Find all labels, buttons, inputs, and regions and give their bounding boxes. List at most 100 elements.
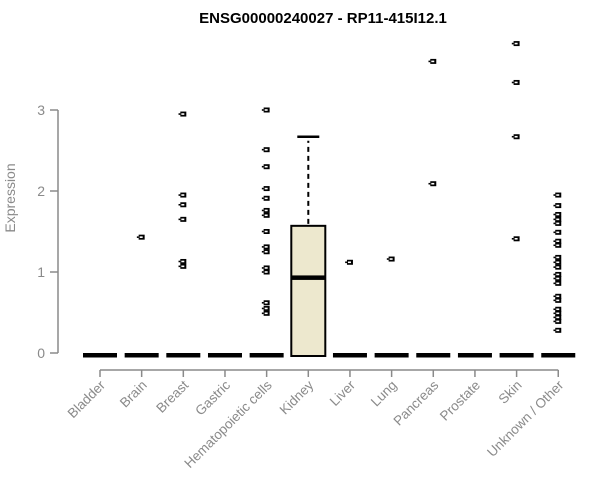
data-point-tick [178, 218, 181, 221]
data-point-slot [264, 230, 268, 233]
data-point-slot [264, 214, 268, 217]
x-tick-label: Liver [327, 377, 359, 409]
data-point-slot [181, 194, 185, 196]
data-point-tick [553, 312, 556, 315]
data-point-tick [553, 299, 556, 302]
data-point-slot [556, 240, 560, 243]
data-point-tick [428, 182, 431, 185]
data-point-slot [181, 218, 185, 221]
data-point-slot [556, 308, 560, 311]
x-tick-label: Unknown / Other [484, 377, 567, 460]
data-point-tick [553, 329, 556, 332]
data-point-tick [553, 218, 556, 221]
boxplot-median-collapsed [83, 353, 117, 358]
y-tick-label: 1 [37, 264, 45, 280]
data-point-tick [553, 204, 556, 207]
boxplot-median-collapsed [457, 353, 492, 358]
data-point-tick [511, 81, 514, 84]
data-point-slot [556, 266, 560, 268]
data-point-slot [556, 244, 560, 247]
data-point-tick [261, 307, 264, 310]
data-point-tick [428, 60, 431, 63]
data-point-slot [347, 261, 351, 264]
boxplot-median-collapsed [166, 353, 201, 358]
data-point-slot [556, 277, 560, 280]
data-point-tick [553, 261, 556, 264]
data-point-slot [556, 312, 560, 315]
data-point-tick [553, 316, 556, 319]
boxplot-median-collapsed [249, 353, 284, 358]
data-point-tick [553, 320, 556, 323]
data-point-slot [556, 261, 560, 264]
data-point-tick [261, 230, 264, 233]
boxplot-median-collapsed [374, 353, 409, 358]
data-point-tick [178, 260, 181, 263]
data-point-slot [514, 237, 518, 240]
x-tick-label: Bladder [65, 377, 109, 421]
data-point-tick [261, 246, 264, 248]
data-point-tick [178, 265, 181, 268]
data-point-slot [264, 267, 268, 269]
data-point-tick [553, 222, 556, 225]
data-point-tick [261, 267, 264, 269]
boxplot-median-collapsed [332, 353, 367, 358]
boxplot-median-collapsed [541, 353, 576, 358]
data-point-slot [556, 320, 560, 323]
data-point-slot [264, 307, 268, 310]
data-point-tick [511, 135, 514, 138]
data-point-tick [178, 194, 181, 196]
data-point-slot [181, 113, 185, 115]
data-point-tick [261, 187, 264, 190]
boxplot-median-collapsed [499, 353, 534, 358]
boxplot-median-collapsed [124, 353, 159, 358]
data-point-slot [139, 236, 143, 238]
data-point-slot [556, 316, 560, 319]
x-tick-label: Pancreas [390, 377, 441, 428]
data-point-slot [264, 246, 268, 248]
data-point-slot [389, 258, 393, 260]
x-tick-label: Gastric [192, 377, 233, 418]
data-point-slot [556, 282, 560, 285]
data-point-tick [178, 203, 181, 206]
data-point-slot [264, 301, 268, 304]
boxplot-box [290, 224, 327, 357]
data-point-slot [556, 204, 560, 207]
data-point-tick [345, 261, 347, 264]
y-tick-label: 3 [37, 102, 45, 118]
data-point-slot [264, 209, 268, 212]
data-point-tick [261, 250, 264, 253]
data-point-slot [514, 135, 518, 138]
data-point-tick [511, 237, 514, 240]
boxplot-median-collapsed [416, 353, 451, 358]
data-point-tick [553, 308, 556, 311]
boxplot-median-collapsed [207, 353, 242, 358]
data-point-slot [264, 109, 268, 111]
data-point-tick [553, 277, 556, 280]
data-point-slot [556, 213, 560, 216]
data-point-tick [261, 197, 264, 200]
data-point-slot [556, 218, 560, 221]
data-point-tick [261, 271, 264, 273]
data-point-slot [556, 222, 560, 225]
data-point-slot [556, 231, 560, 234]
x-tick-label: Lung [368, 378, 400, 410]
data-point-slot [556, 273, 560, 276]
data-point-tick [553, 295, 556, 298]
data-point-tick [553, 256, 556, 259]
data-point-slot [556, 299, 560, 302]
data-point-slot [264, 165, 268, 168]
chart-title: ENSG00000240027 - RP11-415I12.1 [199, 10, 447, 27]
data-point-slot [264, 250, 268, 253]
x-tick-label: Prostate [437, 378, 483, 424]
data-point-tick [261, 209, 264, 212]
data-point-tick [261, 214, 264, 217]
boxplot-median [291, 275, 326, 280]
data-point-slot [181, 203, 185, 206]
data-point-tick [178, 113, 181, 115]
data-point-tick [136, 236, 139, 238]
data-point-tick [553, 273, 556, 276]
data-point-slot [264, 312, 268, 315]
data-point-slot [556, 295, 560, 298]
x-tick-label: Brain [117, 378, 150, 411]
